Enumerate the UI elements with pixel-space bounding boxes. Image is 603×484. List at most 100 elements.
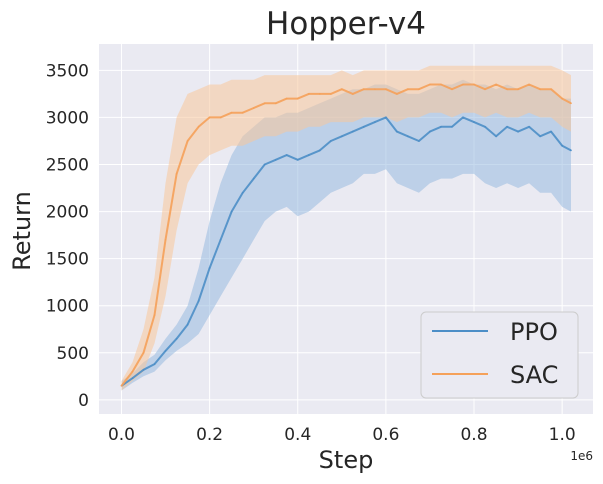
sac-data-point xyxy=(363,88,365,90)
ppo-data-point xyxy=(142,369,145,371)
ppo-data-point xyxy=(341,135,343,138)
sac-data-point xyxy=(539,88,541,90)
ppo-data-point xyxy=(528,126,530,128)
sac-data-point xyxy=(230,111,233,114)
ppo-data-point xyxy=(219,239,222,241)
sac-confidence-band xyxy=(121,65,571,391)
sac-data-point xyxy=(570,102,572,105)
ppo-data-point xyxy=(484,126,486,128)
ppo-data-point xyxy=(570,149,572,152)
ppo-data-point xyxy=(274,159,277,161)
sac-data-point xyxy=(341,88,343,90)
ppo-data-point xyxy=(330,140,332,142)
sac-data-point xyxy=(385,88,387,90)
legend: PPO SAC xyxy=(420,311,579,399)
sac-data-point xyxy=(550,88,552,90)
ppo-data-point xyxy=(164,350,167,352)
ppo-data-point xyxy=(396,130,398,133)
ppo-data-point xyxy=(197,300,200,302)
sac-data-point xyxy=(308,93,310,95)
y-tick-label: 2000 xyxy=(46,203,89,223)
ppo-data-point xyxy=(451,126,453,128)
ppo-data-point xyxy=(131,377,134,380)
x-axis-offset-label: 1e6 xyxy=(570,449,593,463)
y-tick-label: 1000 xyxy=(46,297,89,317)
sac-data-point xyxy=(396,93,398,95)
sac-data-point xyxy=(197,126,200,128)
ppo-confidence-band xyxy=(121,79,571,391)
ppo-data-point xyxy=(352,130,354,133)
sac-data-point xyxy=(319,93,321,95)
sac-data-point xyxy=(495,83,497,86)
y-axis-label: Return xyxy=(8,191,36,271)
x-tick-label: 0.6 xyxy=(372,425,399,445)
chart-title: Hopper-v4 xyxy=(266,6,426,42)
sac-data-point xyxy=(120,385,123,387)
ppo-data-point xyxy=(550,130,552,133)
y-tick-label: 0 xyxy=(78,391,89,411)
sac-data-point xyxy=(528,83,530,86)
sac-data-point xyxy=(285,97,288,100)
sac-data-point xyxy=(252,107,255,109)
sac-data-point xyxy=(186,140,189,142)
sac-data-point xyxy=(418,88,420,90)
ppo-data-point xyxy=(418,140,420,142)
sac-data-point xyxy=(352,93,354,95)
ppo-data-point xyxy=(539,135,541,138)
series-lines xyxy=(120,83,572,387)
legend-box xyxy=(420,311,579,399)
ppo-data-point xyxy=(462,116,464,119)
ppo-data-point xyxy=(175,337,178,340)
ppo-data-point xyxy=(230,210,233,213)
sac-data-point xyxy=(175,173,178,175)
ppo-data-point xyxy=(517,130,519,133)
y-tick-label: 3000 xyxy=(46,108,89,128)
sac-data-point xyxy=(506,88,508,90)
x-tick-label: 0.4 xyxy=(284,425,311,445)
sac-data-point xyxy=(263,102,266,105)
ppo-data-point xyxy=(319,149,321,152)
sac-data-point xyxy=(219,116,222,119)
confidence-bands xyxy=(121,65,571,391)
ppo-data-point xyxy=(208,267,211,269)
y-tick-label: 3500 xyxy=(46,61,89,81)
x-tick-label: 0.2 xyxy=(196,425,223,445)
sac-data-point xyxy=(561,97,563,100)
ppo-data-point xyxy=(263,163,266,166)
sac-data-point xyxy=(462,83,464,86)
sac-data-point xyxy=(517,88,519,90)
ppo-data-point xyxy=(285,154,288,156)
sac-data-point xyxy=(241,111,244,114)
legend-label-ppo: PPO xyxy=(510,318,558,346)
sac-data-point xyxy=(429,83,431,86)
sac-data-point xyxy=(407,88,409,90)
ppo-series-line xyxy=(120,116,572,387)
ppo-data-point xyxy=(308,154,310,156)
ppo-data-point xyxy=(407,135,409,138)
sac-data-point xyxy=(330,93,332,95)
ppo-data-point xyxy=(296,159,299,161)
sac-data-point xyxy=(142,352,145,354)
y-tick-label: 500 xyxy=(57,344,89,364)
y-tick-label: 1500 xyxy=(46,250,89,270)
ppo-data-point xyxy=(186,323,189,326)
sac-data-point xyxy=(153,314,156,316)
ppo-data-point xyxy=(374,121,376,123)
sac-data-point xyxy=(274,102,277,105)
ppo-data-point xyxy=(561,144,563,147)
ppo-data-point xyxy=(363,126,365,128)
ppo-data-point xyxy=(241,192,244,194)
sac-data-point xyxy=(374,88,376,90)
tick-labels: 0.0 0.2 0.4 0.6 0.8 1.0 0 500 1000 1500 2000 2500 30… xyxy=(46,61,576,445)
sac-data-point xyxy=(296,97,299,100)
ppo-data-point xyxy=(495,135,497,138)
ppo-data-point xyxy=(252,177,255,180)
sac-data-point xyxy=(484,88,486,90)
legend-label-sac: SAC xyxy=(510,361,558,389)
sac-data-point xyxy=(451,88,453,90)
sac-data-point xyxy=(473,83,475,86)
x-tick-label: 1.0 xyxy=(549,425,576,445)
x-tick-label: 0.8 xyxy=(460,425,487,445)
